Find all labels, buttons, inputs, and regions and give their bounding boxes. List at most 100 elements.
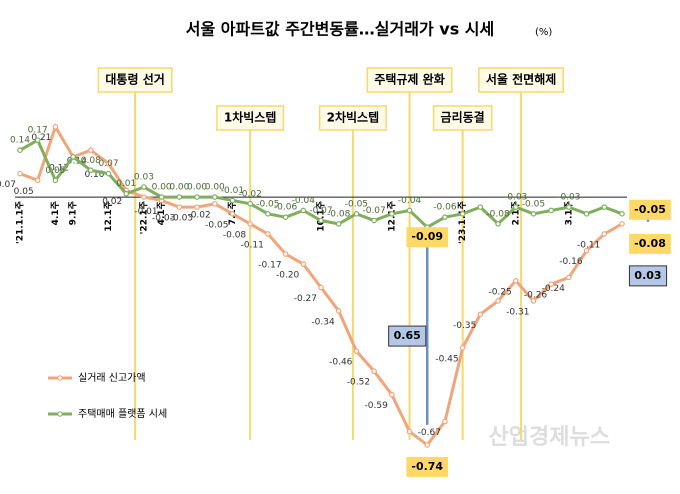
point bbox=[247, 221, 253, 227]
event-label: 금리동결 bbox=[441, 110, 485, 125]
data-label: -0.26 bbox=[524, 291, 548, 301]
data-label: -0.20 bbox=[276, 271, 300, 281]
data-label: 0.03 bbox=[134, 173, 154, 183]
event-box bbox=[318, 105, 387, 131]
data-label: 0.00 bbox=[169, 183, 189, 193]
event-label: 주택규제 완화 bbox=[374, 72, 444, 87]
data-label: -0.11 bbox=[241, 240, 264, 250]
data-label: -0.24 bbox=[542, 284, 566, 294]
data-label: 0.14 bbox=[67, 157, 87, 167]
data-label: -0.03 bbox=[152, 214, 175, 224]
x-tick-label: '21.1.1주 bbox=[15, 201, 26, 244]
point bbox=[229, 197, 236, 204]
data-label: -0.03 bbox=[170, 214, 193, 224]
x-tick-label: '23.1.1주 bbox=[457, 201, 468, 244]
point bbox=[459, 344, 466, 351]
point bbox=[495, 298, 501, 304]
point bbox=[88, 167, 94, 174]
data-label: -0.05 bbox=[522, 199, 545, 209]
data-label: 0.00 bbox=[187, 183, 207, 193]
point bbox=[424, 442, 431, 448]
point bbox=[495, 221, 501, 227]
point bbox=[34, 137, 41, 143]
point bbox=[229, 211, 236, 217]
event-box bbox=[432, 105, 493, 131]
x-tick-label: 4.1주 bbox=[156, 201, 167, 225]
point bbox=[442, 418, 448, 425]
point bbox=[389, 391, 395, 398]
event-label: 2차빅스텝 bbox=[327, 110, 380, 125]
data-label: 0.01 bbox=[116, 179, 136, 189]
data-label: 0.07 bbox=[99, 159, 119, 169]
legend-label: 실거래 신고가액 bbox=[78, 372, 146, 384]
data-label: -0.04 bbox=[398, 196, 422, 206]
x-tick-label: 2.1주 bbox=[510, 201, 521, 225]
event-box bbox=[366, 67, 453, 93]
x-tick-label: 10.1주 bbox=[316, 201, 327, 232]
point bbox=[176, 194, 183, 200]
legend-marker bbox=[57, 411, 63, 417]
legend-marker bbox=[57, 375, 63, 381]
data-label: -0.06 bbox=[274, 203, 298, 213]
data-label: 0.14 bbox=[10, 136, 30, 146]
point bbox=[530, 298, 537, 304]
point bbox=[282, 214, 289, 220]
data-label: -0.08 bbox=[486, 209, 510, 219]
point bbox=[141, 194, 147, 200]
point bbox=[566, 204, 572, 210]
data-label: -0.45 bbox=[435, 354, 458, 364]
data-label: -0.02 bbox=[239, 189, 262, 199]
data-label: -0.17 bbox=[258, 261, 281, 271]
point bbox=[371, 217, 377, 224]
point bbox=[247, 200, 253, 207]
point bbox=[353, 348, 360, 354]
point bbox=[619, 211, 625, 217]
data-label: -0.67 bbox=[418, 428, 441, 438]
x-tick-label: 3.1주 bbox=[563, 201, 574, 225]
data-label: -0.34 bbox=[311, 317, 335, 327]
data-label: -0.11 bbox=[577, 240, 600, 250]
legend-label: 주택매매 플랫폼 시세 bbox=[78, 408, 167, 420]
event-label: 1차빅스텝 bbox=[224, 110, 277, 125]
x-tick-label: 12.1주 bbox=[103, 201, 114, 232]
gap-bottom: -0.74 bbox=[411, 460, 443, 473]
data-label: -0.01 bbox=[221, 186, 244, 196]
point bbox=[17, 170, 23, 177]
point bbox=[88, 147, 94, 153]
gap-value: 0.03 bbox=[634, 269, 661, 282]
event-label: 대통령 선거 bbox=[105, 72, 164, 87]
point bbox=[141, 184, 147, 190]
event-box bbox=[97, 67, 173, 93]
data-label: -0.08 bbox=[223, 230, 247, 240]
data-label: -0.16 bbox=[559, 257, 583, 267]
x-tick-label: '22.1주 bbox=[138, 201, 149, 234]
point bbox=[34, 177, 41, 184]
gap-top: -0.05 bbox=[634, 203, 666, 216]
point bbox=[583, 247, 590, 254]
data-label: -0.06 bbox=[433, 203, 457, 213]
data-label: -0.05 bbox=[256, 199, 279, 209]
watermark: 산업경제뉴스 bbox=[489, 425, 610, 450]
point bbox=[265, 231, 271, 237]
point bbox=[265, 211, 271, 217]
point bbox=[300, 207, 307, 214]
data-label: -0.25 bbox=[488, 287, 511, 297]
point bbox=[406, 428, 413, 435]
gap-top: -0.09 bbox=[411, 230, 443, 243]
data-label: 0.05 bbox=[14, 187, 34, 197]
data-label: -0.05 bbox=[205, 220, 228, 230]
gap-value-box bbox=[388, 325, 427, 347]
point bbox=[211, 200, 218, 207]
event-box bbox=[478, 67, 565, 93]
point bbox=[105, 160, 112, 167]
point bbox=[548, 207, 554, 214]
point bbox=[583, 211, 590, 217]
data-label: -0.07 bbox=[362, 206, 385, 216]
data-label: -0.08 bbox=[327, 209, 351, 219]
data-label: 0.17 bbox=[28, 126, 48, 136]
data-label: 0.00 bbox=[152, 183, 172, 193]
point bbox=[548, 281, 554, 287]
point bbox=[353, 211, 360, 217]
point bbox=[194, 194, 200, 200]
